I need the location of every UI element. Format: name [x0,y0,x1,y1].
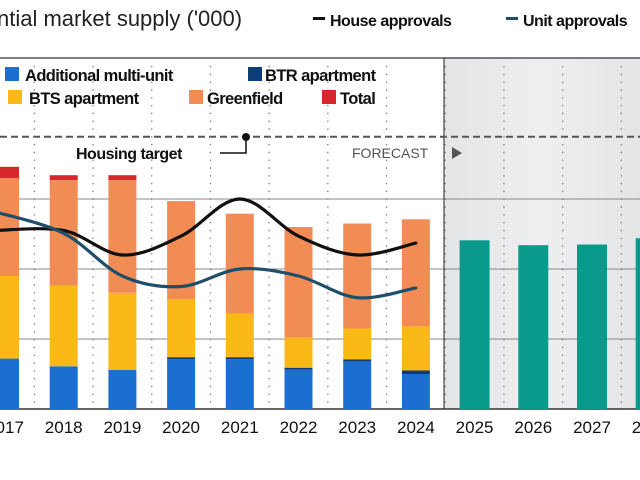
bar-additional-multi-unit-2017 [0,358,19,409]
bar-btr-apartment-2022 [284,367,313,370]
bar-greenfield-2024 [401,219,430,327]
x-tick-label: 2017 [0,418,24,437]
housing-target-label: Housing target [76,146,183,163]
x-tick-label: 2027 [573,418,611,437]
bar-forecast-2025 [459,240,490,409]
legend-swatch-additional [5,67,19,81]
housing-target-leader [220,137,247,154]
bar-bts-apartment-2018 [49,285,78,367]
chart-title: ntial market supply ('000) [0,6,242,31]
legend-additional-multi-unit: Additional multi-unit [25,67,174,85]
legend-house-approvals: House approvals [330,13,452,30]
bar-additional-multi-unit-2024 [401,374,430,409]
bar-additional-multi-unit-2018 [49,366,78,409]
legend-swatch-greenfield [189,90,203,104]
forecast-label: FORECAST [352,145,429,161]
legend-swatch-bts [8,90,22,104]
bar-greenfield-2021 [225,213,254,314]
bar-btr-apartment-2024 [401,370,430,374]
x-tick-label: 2024 [397,418,435,437]
legend-total: Total [340,90,375,108]
legend: Additional multi-unit BTR apartment BTS … [5,67,377,108]
bar-forecast-2027 [577,244,607,409]
bar-additional-multi-unit-2022 [284,369,313,409]
x-tick-label: 2018 [45,418,83,437]
bar-btr-apartment-2021 [225,357,254,360]
bar-bts-apartment-2021 [225,313,254,358]
bar-bts-apartment-2020 [167,299,196,358]
x-tick-label: 2019 [103,418,141,437]
x-tick-label: 2026 [514,418,552,437]
bar-greenfield-2019 [108,180,137,293]
bar-btr-apartment-2023 [343,359,372,362]
bar-greenfield-2017 [0,178,19,276]
bar-additional-multi-unit-2020 [167,359,196,409]
x-tick-label: 2025 [456,418,494,437]
house-approvals-legend-swatch [313,17,325,20]
bar-bts-apartment-2024 [401,326,430,371]
bar-bts-apartment-2019 [108,292,137,370]
lines [0,197,418,300]
legend-btr-apartment: BTR apartment [265,67,377,85]
bar-total-2017 [0,166,19,178]
bar-additional-multi-unit-2019 [108,369,137,409]
unit-approvals-legend-swatch [506,17,518,20]
x-tick-label: 2021 [221,418,259,437]
bar-forecast-2028 [635,238,640,409]
x-tick-label: 2022 [280,418,318,437]
bar-additional-multi-unit-2021 [225,359,254,409]
x-axis-ticks: 2017 2018 2019 2020 2021 2022 2023 2024 2025 2026… [0,418,640,437]
bars [0,166,640,409]
bar-bts-apartment-2017 [0,276,19,359]
bar-greenfield-2020 [167,201,196,300]
x-tick-label: 2020 [162,418,200,437]
housing-target-dot [242,133,250,141]
bar-total-2018 [49,175,78,181]
bar-greenfield-2022 [284,227,313,338]
bar-greenfield-2023 [343,223,372,329]
legend-swatch-btr [248,67,262,81]
x-tick-label: 2023 [338,418,376,437]
legend-greenfield: Greenfield [207,90,283,108]
forecast-arrow-icon [452,147,462,159]
x-tick-label: 2028 [632,418,640,437]
legend-unit-approvals: Unit approvals [523,13,628,30]
bar-total-2019 [108,175,137,181]
line-house-approvals [0,197,418,257]
line-unit-approvals [0,211,418,300]
bar-btr-apartment-2020 [167,357,196,360]
bar-forecast-2026 [518,245,549,409]
bar-additional-multi-unit-2023 [343,361,372,409]
bar-bts-apartment-2022 [284,337,313,368]
legend-swatch-total [322,90,336,104]
gridlines [0,57,640,410]
legend-bts-apartment: BTS apartment [29,90,140,108]
bar-bts-apartment-2023 [343,328,372,360]
